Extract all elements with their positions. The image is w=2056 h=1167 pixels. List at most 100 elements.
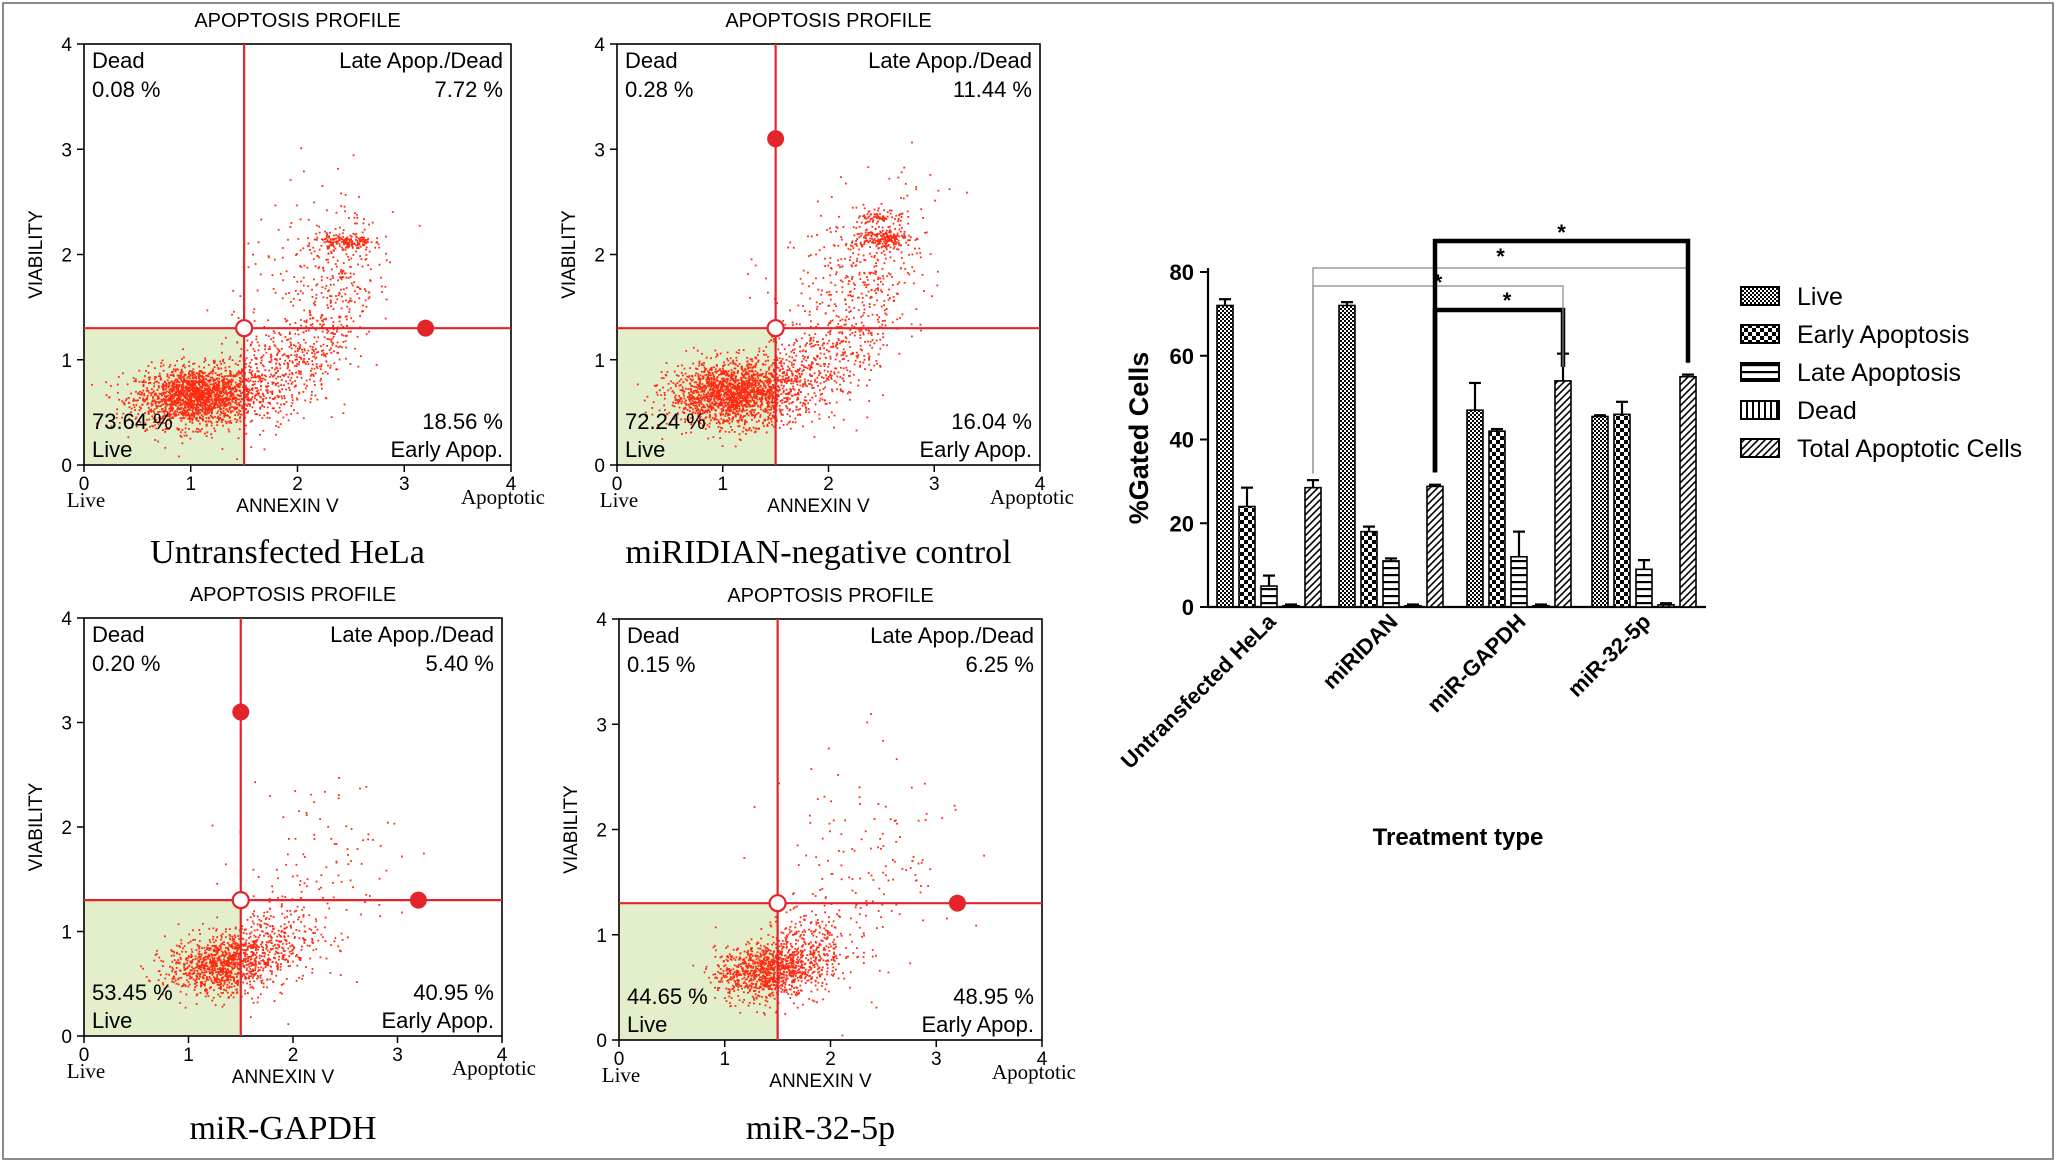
y-tick-label: 3 [594,140,605,161]
gate-handle[interactable] [410,892,427,909]
x-left-label: Live [600,488,638,512]
gate-handle[interactable] [767,130,784,147]
bar-live [1592,416,1608,607]
x-tick-label: 2 [823,474,834,495]
bar-late-apoptosis [1261,586,1277,607]
panel-caption: Untransfected HeLa [150,534,425,571]
panel-caption: miR-GAPDH [189,1110,376,1147]
category-label: miR-32-5p [1563,609,1656,702]
y-tick-label: 0 [596,1031,607,1052]
y-axis-label: VIABILITY [26,210,47,299]
x-tick-label: 2 [288,1045,299,1066]
live-percent: 73.64 % [92,409,173,434]
gate-center-handle[interactable] [770,895,786,911]
panel-caption: miR-32-5p [746,1110,895,1147]
y-tick-label: 4 [594,35,605,56]
x-tick-label: 3 [931,1049,942,1070]
y-tick-label: 2 [596,821,607,842]
early-apop-percent: 40.95 % [413,980,494,1005]
panel-title: APOPTOSIS PROFILE [194,10,400,32]
bar-early-apoptosis [1489,431,1505,607]
legend-swatch-total-apoptotic-cells [1741,439,1779,457]
panel-title: APOPTOSIS PROFILE [190,584,396,606]
y-tick-label: 3 [596,715,607,736]
y-tick-label: 0 [594,456,605,477]
gate-handle[interactable] [949,895,966,912]
x-axis-label: ANNEXIN V [236,496,339,517]
early-apop-percent: 48.95 % [953,984,1034,1009]
bar-dead [1283,606,1299,607]
x-tick-label: 3 [399,474,410,495]
live-percent: 44.65 % [627,984,708,1009]
bar-y-tick-label: 40 [1170,428,1194,453]
late-apop-label: Late Apop./Dead [330,622,494,647]
x-axis-label: ANNEXIN V [767,496,870,517]
legend-swatch-late-apoptosis [1741,363,1779,381]
x-tick-label: 3 [929,474,940,495]
early-apop-label: Early Apop. [381,1008,494,1033]
y-tick-label: 4 [61,35,72,56]
x-left-label: Live [67,488,105,512]
significance-star: * [1557,220,1566,245]
dead-percent: 0.15 % [627,652,696,677]
x-axis-label: ANNEXIN V [769,1071,872,1092]
dead-percent: 0.28 % [625,77,694,102]
bar-y-tick-label: 60 [1170,344,1194,369]
dead-label: Dead [92,622,145,647]
legend-label: Late Apoptosis [1797,359,1961,387]
y-tick-label: 1 [61,351,72,372]
panel-title: APOPTOSIS PROFILE [725,10,931,32]
x-tick-label: 2 [292,474,303,495]
y-tick-label: 4 [61,609,72,630]
significance-star: * [1503,288,1512,313]
live-percent: 72.24 % [625,409,706,434]
y-tick-label: 0 [61,456,72,477]
legend-swatch-early-apoptosis [1741,325,1779,343]
live-percent: 53.45 % [92,980,173,1005]
early-apop-percent: 16.04 % [951,409,1032,434]
bar-dead [1533,606,1549,607]
x-left-label: Live [602,1063,640,1087]
late-apop-percent: 7.72 % [435,77,504,102]
legend-label: Total Apoptotic Cells [1797,435,2022,463]
x-right-label: Apoptotic [452,1056,536,1080]
y-tick-label: 4 [596,610,607,631]
gate-center-handle[interactable] [768,320,784,336]
gate-handle[interactable] [417,320,434,337]
early-apop-label: Early Apop. [919,437,1032,462]
bar-late-apoptosis [1511,557,1527,607]
gate-handle[interactable] [232,704,249,721]
bar-live [1217,306,1233,608]
bar-total-apoptotic-cells [1680,377,1696,607]
late-apop-label: Late Apop./Dead [870,623,1034,648]
y-tick-label: 1 [594,351,605,372]
x-tick-label: 1 [717,474,728,495]
x-right-label: Apoptotic [461,485,545,509]
y-axis-label: VIABILITY [26,782,47,871]
bar-total-apoptotic-cells [1555,381,1571,607]
legend-label: Dead [1797,397,1857,425]
bar-late-apoptosis [1636,569,1652,607]
gate-center-handle[interactable] [236,320,252,336]
early-apop-label: Early Apop. [921,1012,1034,1037]
live-label: Live [92,1008,132,1033]
y-tick-label: 2 [594,246,605,267]
x-tick-label: 1 [183,1045,194,1066]
y-tick-label: 2 [61,246,72,267]
panel-caption: miRIDIAN-negative control [625,534,1011,571]
live-label: Live [625,437,665,462]
late-apop-percent: 11.44 % [953,77,1032,102]
x-right-label: Apoptotic [990,485,1074,509]
bar-y-tick-label: 0 [1182,595,1194,620]
dead-label: Dead [627,623,680,648]
legend-swatch-live [1741,287,1779,305]
bar-total-apoptotic-cells [1305,488,1321,607]
gate-center-handle[interactable] [233,892,249,908]
dead-label: Dead [625,48,678,73]
y-axis-label: VIABILITY [559,210,580,299]
